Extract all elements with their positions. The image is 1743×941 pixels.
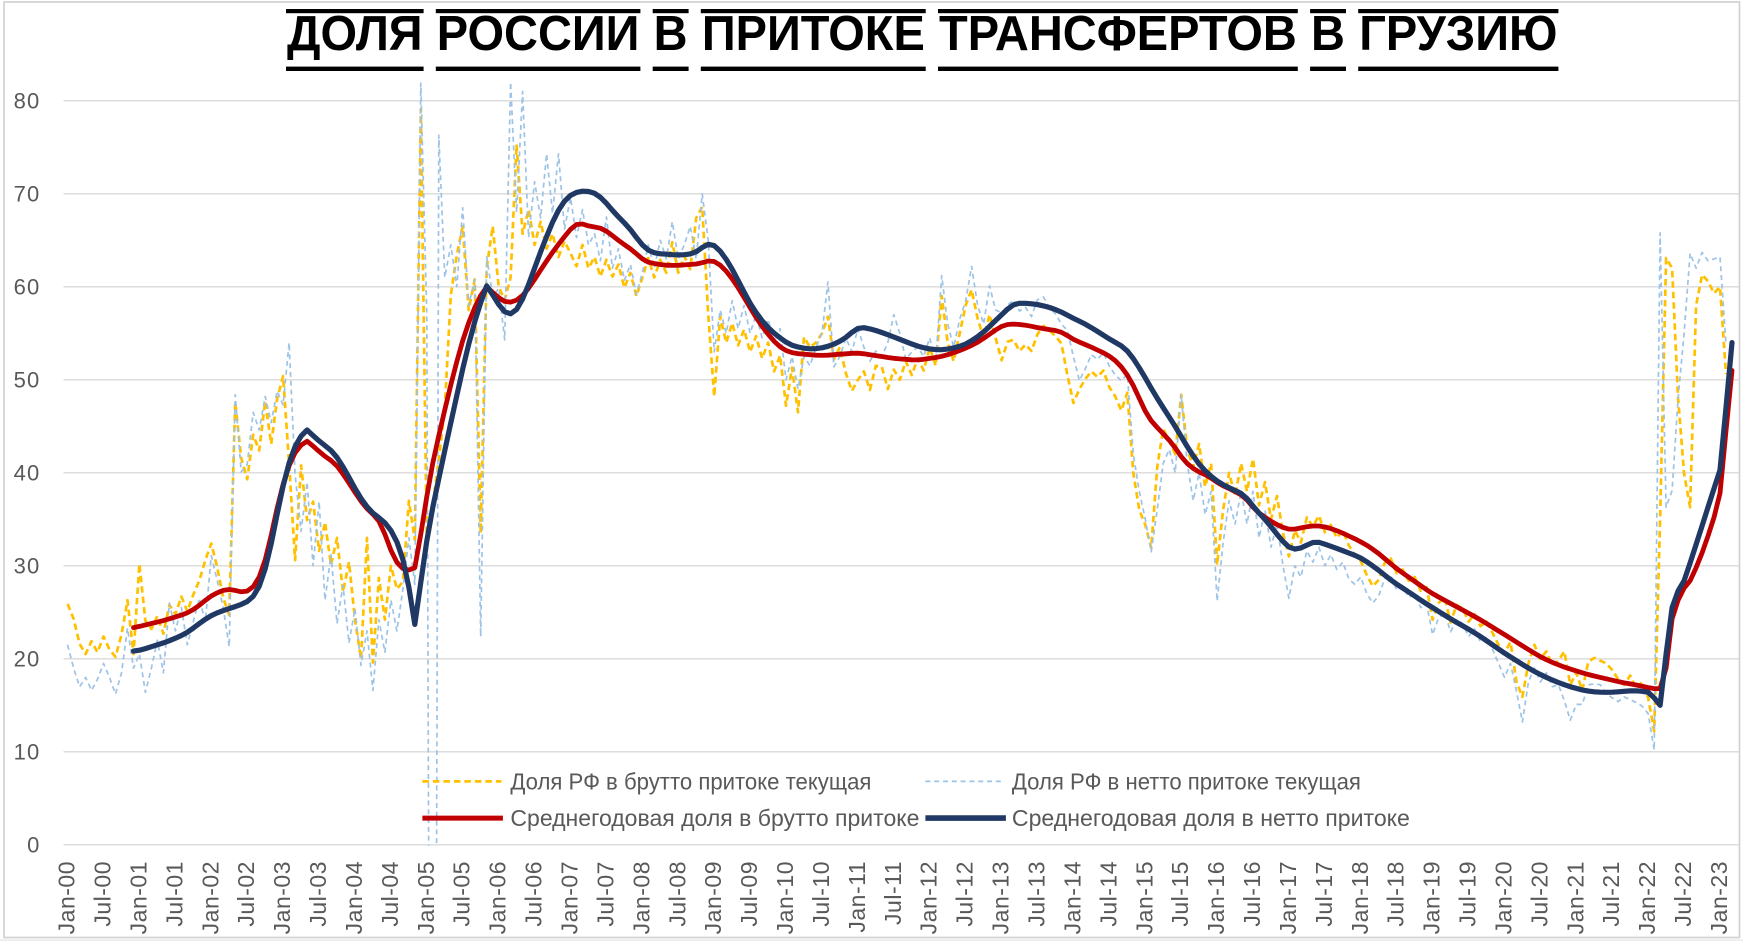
svg-text:Jan-01: Jan-01	[125, 861, 151, 934]
svg-text:Jul-15: Jul-15	[1167, 861, 1193, 927]
svg-text:Jul-11: Jul-11	[880, 861, 906, 925]
svg-text:Jan-16: Jan-16	[1203, 861, 1229, 934]
svg-text:Jul-18: Jul-18	[1383, 861, 1409, 927]
svg-text:10: 10	[14, 739, 41, 764]
svg-text:Jan-02: Jan-02	[197, 861, 223, 934]
svg-text:60: 60	[14, 274, 41, 299]
svg-text:Jul-10: Jul-10	[808, 861, 834, 927]
svg-text:Jan-03: Jan-03	[269, 861, 295, 934]
svg-text:50: 50	[14, 367, 41, 392]
svg-text:Jan-14: Jan-14	[1059, 861, 1085, 934]
svg-text:0: 0	[27, 832, 40, 857]
svg-text:Jan-06: Jan-06	[485, 861, 511, 934]
svg-text:Jan-18: Jan-18	[1347, 861, 1373, 934]
svg-text:Jan-23: Jan-23	[1706, 861, 1732, 934]
svg-text:Jul-13: Jul-13	[1024, 861, 1050, 927]
svg-text:Jan-10: Jan-10	[772, 861, 798, 934]
svg-text:Jul-04: Jul-04	[377, 861, 403, 927]
svg-text:Jul-06: Jul-06	[521, 861, 547, 927]
svg-text:Jan-12: Jan-12	[916, 861, 942, 934]
svg-text:Доля РФ в брутто притоке текущ: Доля РФ в брутто притоке текущая	[510, 768, 871, 794]
svg-text:Jul-00: Jul-00	[90, 861, 116, 927]
svg-text:Jan-09: Jan-09	[700, 861, 726, 934]
svg-text:Jul-05: Jul-05	[449, 861, 475, 927]
svg-text:Jan-08: Jan-08	[628, 861, 654, 934]
svg-text:20: 20	[14, 646, 41, 671]
svg-text:Jul-22: Jul-22	[1670, 861, 1696, 927]
svg-text:Jan-04: Jan-04	[341, 861, 367, 934]
svg-text:Jan-17: Jan-17	[1275, 861, 1301, 934]
svg-text:Jul-08: Jul-08	[664, 861, 690, 927]
svg-text:Jan-19: Jan-19	[1419, 861, 1445, 934]
svg-text:Среднегодовая доля в нетто при: Среднегодовая доля в нетто притоке	[1012, 805, 1410, 831]
svg-text:Среднегодовая доля в брутто пр: Среднегодовая доля в брутто притоке	[510, 805, 919, 831]
svg-text:Jan-22: Jan-22	[1634, 861, 1660, 934]
svg-text:Jan-15: Jan-15	[1131, 861, 1157, 934]
svg-text:Доля РФ в нетто притоке текуща: Доля РФ в нетто притоке текущая	[1012, 768, 1361, 794]
svg-text:Jul-16: Jul-16	[1239, 861, 1265, 927]
svg-text:30: 30	[14, 553, 41, 578]
svg-text:40: 40	[14, 460, 41, 485]
svg-text:Jan-07: Jan-07	[557, 861, 583, 934]
svg-text:Jul-12: Jul-12	[952, 861, 978, 927]
svg-text:Jul-14: Jul-14	[1095, 861, 1121, 927]
svg-text:Jul-09: Jul-09	[736, 861, 762, 927]
svg-text:Jan-00: Jan-00	[54, 861, 80, 934]
svg-text:Jul-19: Jul-19	[1455, 861, 1481, 927]
svg-text:Jan-13: Jan-13	[988, 861, 1014, 934]
svg-text:Jan-05: Jan-05	[413, 861, 439, 934]
svg-text:Jan-11: Jan-11	[844, 861, 870, 933]
svg-text:70: 70	[14, 181, 41, 206]
svg-text:80: 80	[14, 88, 41, 113]
svg-text:Jul-03: Jul-03	[305, 861, 331, 927]
svg-text:Jul-01: Jul-01	[161, 861, 187, 927]
svg-text:Jan-21: Jan-21	[1562, 861, 1588, 934]
svg-text:Jul-07: Jul-07	[592, 861, 618, 927]
svg-text:Jul-17: Jul-17	[1311, 861, 1337, 927]
svg-text:Jul-02: Jul-02	[233, 861, 259, 927]
svg-text:Jul-21: Jul-21	[1598, 861, 1624, 927]
svg-text:Jan-20: Jan-20	[1491, 861, 1517, 934]
svg-text:Jul-20: Jul-20	[1526, 861, 1552, 927]
